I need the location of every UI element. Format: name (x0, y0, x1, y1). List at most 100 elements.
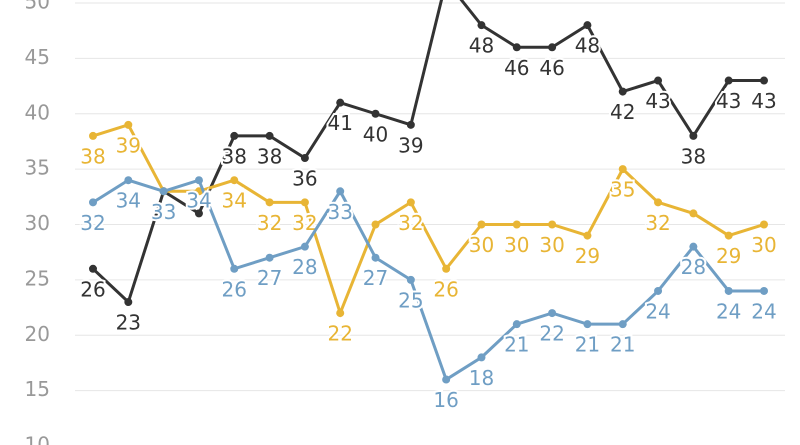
point (548, 43, 557, 52)
point (689, 131, 698, 140)
value-label: 30 (504, 233, 529, 257)
value-label: 24 (716, 299, 741, 323)
point (724, 76, 733, 85)
point (760, 286, 768, 295)
value-label: 40 (363, 122, 388, 146)
value-label: 27 (363, 266, 388, 290)
point (548, 309, 557, 318)
point (477, 21, 486, 30)
value-label: 38 (222, 144, 247, 168)
value-label: 21 (610, 333, 635, 357)
point (654, 286, 663, 295)
value-label: 22 (327, 322, 352, 346)
point (583, 320, 592, 329)
point (442, 375, 451, 384)
value-label: 33 (327, 200, 352, 224)
value-label: 26 (222, 277, 247, 301)
value-label: 25 (398, 288, 423, 312)
point (371, 109, 380, 118)
value-label: 41 (327, 111, 352, 135)
value-label: 34 (186, 189, 211, 213)
point (194, 209, 203, 218)
value-label: 46 (504, 56, 529, 80)
y-tick-label: 45 (25, 45, 50, 69)
point (406, 120, 415, 129)
value-label: 43 (751, 89, 776, 113)
point (336, 309, 345, 318)
value-label: 42 (610, 100, 635, 124)
point (300, 154, 309, 163)
point (300, 242, 309, 251)
value-label: 33 (151, 200, 176, 224)
point (724, 286, 733, 295)
point (689, 242, 698, 251)
value-label: 36 (292, 167, 317, 191)
point (477, 220, 486, 229)
point (512, 320, 521, 329)
value-label: 26 (80, 277, 105, 301)
series-line (92, 178, 764, 382)
value-label: 38 (257, 144, 282, 168)
y-tick-label: 25 (25, 266, 50, 290)
point (583, 231, 592, 240)
value-label: 34 (222, 189, 247, 213)
point (654, 76, 663, 85)
point (618, 165, 627, 174)
y-tick-label: 35 (25, 156, 50, 180)
value-label: 39 (398, 133, 423, 157)
point (371, 253, 380, 262)
y-tick-label: 40 (25, 100, 50, 124)
value-label: 32 (80, 211, 105, 235)
point (265, 198, 274, 207)
value-label: 29 (716, 244, 741, 268)
value-label: 43 (716, 89, 741, 113)
y-tick-label: 20 (25, 322, 50, 346)
value-label: 22 (539, 322, 564, 346)
point (89, 131, 97, 140)
point (654, 198, 663, 207)
point (618, 320, 627, 329)
point (406, 198, 415, 207)
point (442, 264, 451, 273)
value-label: 16 (433, 388, 458, 412)
value-label: 30 (751, 233, 776, 257)
point (371, 220, 380, 229)
point (689, 209, 698, 218)
point (477, 353, 486, 362)
value-label: 39 (116, 133, 141, 157)
value-label: 46 (539, 56, 564, 80)
series-line (92, 123, 765, 318)
point (300, 198, 309, 207)
value-label: 35 (610, 178, 635, 202)
value-label: 48 (575, 34, 600, 58)
point (230, 264, 239, 273)
value-label: 21 (504, 333, 529, 357)
point (760, 76, 768, 85)
point (230, 176, 239, 185)
value-label: 26 (433, 277, 458, 301)
point (159, 187, 168, 196)
point (406, 275, 415, 284)
point (194, 176, 203, 185)
value-label: 18 (469, 366, 494, 390)
point (194, 187, 203, 196)
point (89, 264, 97, 273)
y-tick-label: 15 (25, 377, 50, 401)
value-label: 32 (398, 211, 423, 235)
point (583, 21, 592, 30)
point (124, 176, 133, 185)
series-line (91, 0, 764, 305)
value-label: 23 (116, 311, 141, 335)
value-label: 30 (539, 233, 564, 257)
point (124, 120, 133, 129)
value-label: 24 (751, 299, 776, 323)
value-label: 28 (681, 255, 706, 279)
value-label: 48 (469, 34, 494, 58)
point (336, 98, 345, 107)
point (265, 253, 274, 262)
value-label: 27 (257, 266, 282, 290)
value-label: 28 (292, 255, 317, 279)
value-label: 43 (645, 89, 670, 113)
